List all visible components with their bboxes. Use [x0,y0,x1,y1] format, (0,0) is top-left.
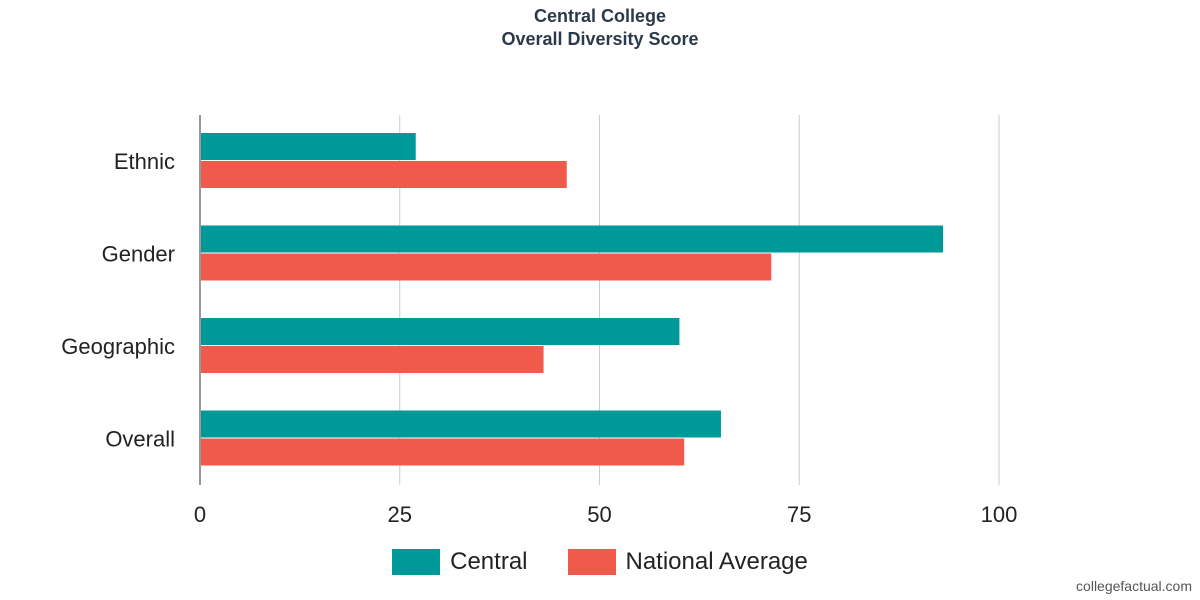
y-tick-label-ethnic: Ethnic [114,149,175,174]
legend-label-central: Central [450,548,528,575]
bar-central-overall [201,410,721,438]
x-tick-label-75: 75 [787,502,811,527]
legend: Central National Average [0,548,1200,576]
y-tick-label-gender: Gender [102,242,175,267]
chart-title-block: Central College Overall Diversity Score [0,5,1200,51]
x-tick-label-0: 0 [194,502,206,527]
legend-swatch-central [392,549,441,575]
bar-national-average-overall [201,438,685,466]
legend-label-national-average: National Average [625,548,808,575]
x-tick-label-50: 50 [587,502,611,527]
x-tick-label-100: 100 [981,502,1018,527]
bar-chart: Ethnic Gender Geographic Overall 0 25 50 75 100 [61,115,1018,527]
legend-swatch-national-average [567,549,616,575]
y-tick-label-geographic: Geographic [61,334,175,359]
bar-national-average-geographic [201,346,544,373]
bar-national-average-gender [201,253,772,281]
bar-central-gender [201,225,944,253]
bar-central-geographic [201,318,680,345]
y-tick-label-overall: Overall [105,427,175,452]
watermark: collegefactual.com [1076,578,1192,594]
legend-item-national-average[interactable]: National Average [567,548,808,576]
chart-title: Central College [533,6,667,26]
chart-subtitle: Overall Diversity Score [501,29,699,49]
bar-national-average-ethnic [201,161,567,188]
legend-item-central[interactable]: Central [392,548,528,576]
x-tick-label-25: 25 [388,502,412,527]
bar-central-ethnic [201,133,416,160]
